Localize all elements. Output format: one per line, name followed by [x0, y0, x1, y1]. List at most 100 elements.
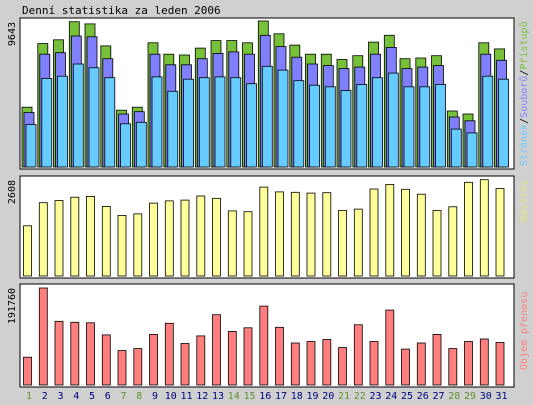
bar-pages-day-1	[25, 124, 37, 168]
bar-pages-day-6	[104, 77, 116, 168]
bar-kbytes-day-25	[401, 348, 410, 386]
bar-kbytes-day-14	[227, 330, 237, 386]
bar-kbytes-day-3	[54, 320, 64, 386]
day-label-18: 18	[291, 391, 303, 402]
bar-pages-day-23	[372, 77, 383, 168]
day-label-21: 21	[338, 391, 350, 402]
bar-pages-day-30	[482, 75, 494, 168]
day-label-14: 14	[228, 391, 240, 402]
day-label-28: 28	[448, 391, 460, 402]
bar-pages-day-5	[88, 67, 100, 168]
day-label-24: 24	[385, 391, 397, 402]
bar-pages-day-7	[120, 123, 131, 168]
legend-files: Souborů	[518, 76, 530, 118]
legend-kbytes: Objem přenosu	[518, 292, 530, 370]
bar-pages-day-10	[167, 90, 179, 168]
bar-kbytes-day-19	[306, 341, 316, 386]
bars-hits-files-pages	[21, 20, 509, 168]
bar-visits-day-5	[86, 195, 95, 277]
bar-pages-day-31	[498, 78, 509, 168]
bar-visits-day-25	[401, 188, 410, 277]
day-label-19: 19	[306, 391, 318, 402]
bar-visits-day-24	[385, 184, 395, 277]
bar-visits-day-6	[101, 205, 111, 277]
day-label-3: 3	[57, 391, 63, 402]
bar-visits-day-4	[70, 196, 80, 277]
bar-visits-day-13	[212, 197, 221, 277]
bar-kbytes-day-17	[275, 326, 284, 386]
bar-visits-day-15	[243, 211, 253, 277]
bar-kbytes-day-27	[432, 333, 442, 386]
bar-pages-day-24	[387, 72, 399, 168]
bar-pages-day-18	[293, 80, 305, 168]
day-label-23: 23	[369, 391, 381, 402]
bar-visits-day-26	[416, 193, 426, 277]
bar-visits-day-12	[196, 195, 206, 277]
legend-hits: Přístupů	[518, 21, 530, 69]
legend-visits: Návštěv	[518, 180, 530, 222]
bar-pages-day-14	[230, 77, 242, 168]
y-max-label-kbytes: 191760	[7, 288, 18, 324]
bar-visits-day-14	[227, 210, 237, 277]
bar-kbytes-day-4	[70, 321, 80, 386]
bar-visits-day-28	[448, 206, 458, 277]
day-label-5: 5	[89, 391, 95, 402]
bar-kbytes-day-13	[212, 314, 221, 386]
y-max-label-hits: 9643	[7, 22, 18, 46]
day-label-17: 17	[275, 391, 287, 402]
bar-kbytes-day-22	[353, 324, 363, 386]
bar-kbytes-day-20	[322, 339, 332, 386]
day-label-29: 29	[464, 391, 476, 402]
bar-pages-day-16	[261, 65, 273, 168]
bar-kbytes-day-7	[117, 350, 127, 386]
bar-pages-day-12	[198, 77, 210, 168]
bar-pages-day-22	[356, 84, 368, 168]
day-label-1: 1	[26, 391, 32, 402]
day-label-30: 30	[480, 391, 492, 402]
legend-sep-2: /	[519, 70, 530, 76]
bar-visits-day-11	[180, 199, 190, 277]
day-label-9: 9	[152, 391, 158, 402]
bar-visits-day-29	[464, 181, 473, 277]
bar-kbytes-day-6	[101, 334, 111, 386]
day-label-4: 4	[73, 391, 79, 402]
legend-hits-files-pages: Stránek/Souborů/Přístupů	[518, 21, 530, 166]
bar-kbytes-day-9	[149, 333, 158, 386]
bar-kbytes-day-24	[385, 309, 395, 386]
bar-visits-day-23	[369, 188, 379, 277]
bar-kbytes-day-2	[38, 287, 48, 386]
day-label-2: 2	[42, 391, 48, 402]
day-label-22: 22	[354, 391, 366, 402]
bar-pages-day-3	[57, 75, 68, 168]
day-label-12: 12	[196, 391, 208, 402]
bar-visits-day-19	[306, 192, 316, 277]
bar-kbytes-day-12	[196, 335, 206, 386]
day-label-27: 27	[432, 391, 444, 402]
bar-pages-day-26	[419, 86, 431, 168]
bar-pages-day-27	[435, 84, 446, 168]
bar-kbytes-day-21	[338, 347, 347, 386]
bar-kbytes-day-28	[448, 348, 458, 386]
bar-visits-day-9	[149, 202, 158, 277]
bar-visits-day-8	[133, 213, 143, 277]
bar-kbytes-day-30	[479, 338, 489, 386]
bar-pages-day-21	[340, 90, 352, 168]
bar-kbytes-day-31	[495, 342, 505, 386]
bar-pages-day-29	[466, 132, 478, 168]
day-label-31: 31	[495, 391, 507, 402]
bar-pages-day-28	[450, 128, 462, 168]
day-labels: 1 2 3 4 5 6 7 8 9 10 11 12 13 14 15 16 17 18 19 20 21 22 23 24 2…	[26, 391, 508, 402]
bar-pages-day-25	[403, 86, 415, 168]
day-label-8: 8	[136, 391, 142, 402]
day-label-25: 25	[401, 391, 413, 402]
bar-pages-day-11	[183, 78, 194, 168]
bar-pages-day-20	[324, 86, 336, 168]
bar-pages-day-9	[151, 76, 163, 168]
y-max-label-visits: 2608	[7, 180, 18, 204]
day-label-15: 15	[243, 391, 255, 402]
bar-pages-day-19	[309, 84, 320, 168]
bar-visits-day-1	[23, 225, 32, 277]
bar-kbytes-day-23	[369, 341, 379, 386]
bar-kbytes-day-8	[133, 348, 143, 386]
